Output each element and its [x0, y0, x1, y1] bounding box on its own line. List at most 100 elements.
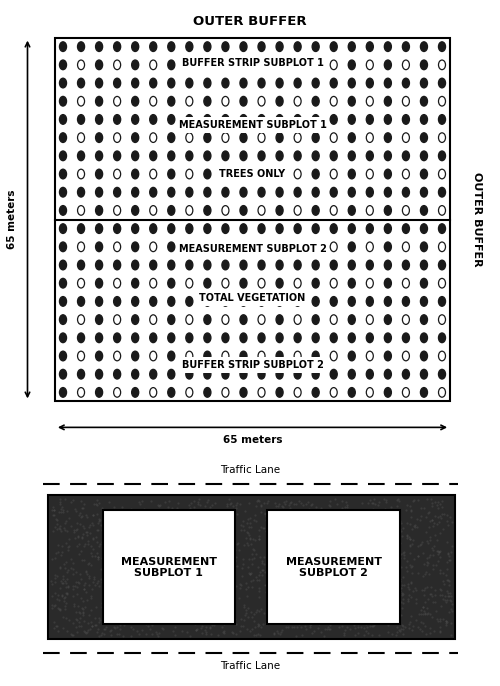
- Point: [408, 560, 416, 571]
- Point: [314, 520, 322, 531]
- Point: [426, 569, 434, 580]
- Point: [150, 515, 158, 526]
- Point: [187, 575, 195, 586]
- Point: [232, 555, 239, 566]
- Point: [374, 499, 382, 510]
- Point: [170, 599, 178, 610]
- Point: [292, 593, 300, 604]
- Point: [220, 537, 228, 548]
- Point: [308, 528, 316, 539]
- Point: [296, 566, 304, 577]
- Point: [114, 556, 122, 567]
- Point: [411, 583, 419, 594]
- Point: [144, 567, 152, 578]
- Circle shape: [348, 333, 356, 342]
- Point: [385, 581, 393, 592]
- Circle shape: [222, 296, 229, 306]
- Point: [240, 600, 248, 611]
- Point: [52, 547, 60, 558]
- Point: [94, 494, 102, 505]
- Point: [56, 583, 64, 594]
- Point: [264, 521, 272, 532]
- Point: [403, 518, 411, 529]
- Point: [370, 570, 378, 581]
- Point: [264, 514, 272, 525]
- Point: [186, 528, 194, 539]
- Point: [246, 498, 254, 509]
- Point: [80, 584, 88, 595]
- Point: [86, 519, 94, 530]
- Point: [264, 598, 272, 608]
- Point: [436, 498, 444, 509]
- Circle shape: [276, 133, 283, 143]
- Text: MEASUREMENT SUBPLOT 1: MEASUREMENT SUBPLOT 1: [178, 120, 326, 130]
- Point: [286, 497, 294, 508]
- Point: [236, 499, 244, 510]
- Point: [267, 594, 275, 605]
- Point: [195, 571, 203, 582]
- Circle shape: [168, 351, 175, 361]
- Circle shape: [186, 224, 193, 233]
- Circle shape: [276, 388, 283, 397]
- Point: [177, 556, 185, 567]
- Point: [438, 508, 446, 519]
- Point: [106, 601, 114, 612]
- Point: [311, 602, 319, 613]
- Point: [138, 514, 146, 525]
- Point: [260, 619, 268, 630]
- Point: [397, 517, 405, 528]
- Point: [267, 506, 275, 517]
- Circle shape: [204, 97, 211, 106]
- Point: [120, 520, 128, 531]
- Point: [340, 506, 348, 517]
- Point: [79, 595, 87, 606]
- Point: [350, 543, 358, 554]
- Circle shape: [204, 133, 211, 143]
- Point: [290, 529, 298, 540]
- Circle shape: [96, 296, 102, 306]
- Point: [259, 564, 267, 575]
- Point: [268, 600, 276, 611]
- Point: [342, 515, 350, 526]
- Point: [399, 589, 407, 600]
- Circle shape: [96, 78, 102, 88]
- Circle shape: [78, 187, 84, 197]
- Point: [444, 520, 452, 531]
- Point: [69, 558, 77, 569]
- Point: [60, 600, 68, 611]
- Point: [172, 621, 179, 632]
- Point: [375, 497, 383, 508]
- Point: [156, 593, 164, 604]
- Point: [54, 546, 62, 557]
- Point: [316, 619, 324, 630]
- Point: [92, 601, 100, 612]
- Point: [372, 582, 380, 593]
- Point: [343, 622, 351, 632]
- Point: [79, 608, 87, 619]
- Point: [194, 624, 202, 635]
- Point: [116, 532, 124, 543]
- Point: [310, 626, 318, 637]
- Point: [393, 501, 401, 512]
- Point: [358, 597, 366, 608]
- Point: [56, 497, 64, 508]
- Point: [404, 532, 412, 543]
- Point: [339, 617, 347, 628]
- Point: [412, 593, 420, 604]
- Point: [127, 597, 135, 608]
- Point: [270, 521, 278, 532]
- Point: [84, 595, 92, 606]
- Circle shape: [240, 97, 247, 106]
- Point: [82, 627, 90, 638]
- Point: [418, 604, 426, 615]
- Point: [447, 630, 455, 641]
- Point: [436, 528, 444, 539]
- Point: [296, 615, 304, 626]
- Point: [220, 582, 228, 593]
- Point: [48, 525, 56, 536]
- Point: [198, 608, 205, 619]
- Circle shape: [420, 224, 428, 233]
- Point: [58, 547, 66, 558]
- Point: [182, 580, 190, 591]
- Point: [74, 582, 82, 593]
